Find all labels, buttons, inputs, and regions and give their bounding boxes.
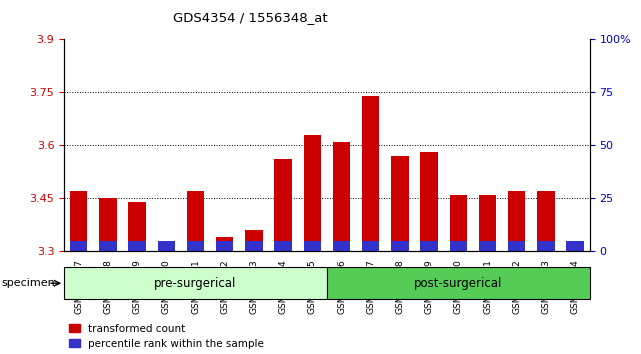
Bar [508,241,526,251]
Bar [99,241,117,251]
Bar [449,195,467,251]
Bar [70,241,87,251]
Bar [245,241,263,251]
Bar [304,135,321,251]
Bar [128,241,146,251]
Bar [420,241,438,251]
Text: post-surgerical: post-surgerical [414,277,503,290]
Bar [567,241,584,251]
Bar [128,202,146,251]
Bar [391,156,409,251]
Bar [362,241,379,251]
Bar [449,241,467,251]
Bar [479,241,496,251]
Bar [391,241,409,251]
Bar [567,244,584,251]
Bar [420,152,438,251]
Text: specimen: specimen [1,278,55,288]
Legend: transformed count, percentile rank within the sample: transformed count, percentile rank withi… [69,324,264,349]
Bar [508,191,526,251]
Bar [187,191,204,251]
Bar [333,142,350,251]
Bar [245,230,263,251]
Bar [274,241,292,251]
Bar [537,241,554,251]
Bar [333,241,350,251]
Bar [537,191,554,251]
Bar [216,237,233,251]
Bar [362,96,379,251]
Bar [70,191,87,251]
Bar [274,159,292,251]
Bar [216,241,233,251]
Bar [158,241,175,251]
Bar [99,198,117,251]
Bar [187,241,204,251]
Text: pre-surgerical: pre-surgerical [154,277,237,290]
Bar [479,195,496,251]
Bar [304,241,321,251]
Bar [158,248,175,251]
Text: GDS4354 / 1556348_at: GDS4354 / 1556348_at [173,11,328,24]
